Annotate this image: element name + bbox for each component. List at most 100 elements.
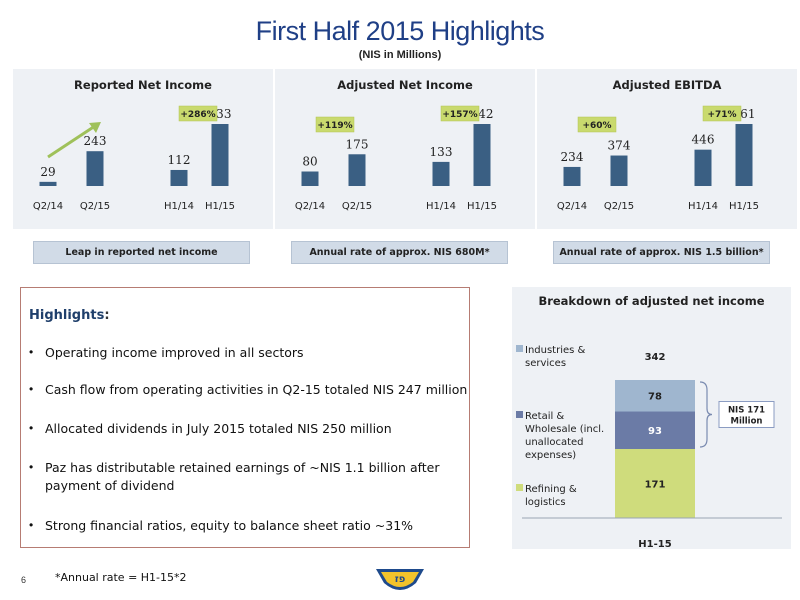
growth-badge [315,116,355,133]
bullet-icon: • [29,345,34,359]
segment-value: 171 [645,480,666,491]
data-label: 234 [561,150,584,164]
highlights-title: Highlights: [29,308,110,323]
legend-label: Industries & services [525,345,586,369]
logo-inner-shield [381,572,419,587]
data-label: 175 [346,137,369,151]
annotation-box [718,401,775,428]
highlight-item: Operating income improved in all sectors [45,345,304,360]
bar-h1-15 [735,124,753,186]
data-label: 112 [168,153,191,167]
legend-label-line: unallocated [525,437,584,448]
adjusted-net-income-chart: 80Q2/14175Q2/15133H1/14342H1/15+119%+157… [295,105,497,212]
highlight-item: Strong financial ratios, equity to balan… [45,518,414,533]
growth-badge-label: +119% [317,121,352,131]
growth-badge [702,105,742,122]
bullet-icon: • [29,518,34,532]
data-label: 133 [430,145,453,159]
legend-swatch [516,411,523,418]
legend-swatch [516,345,523,352]
stack-segment [615,380,695,412]
growth-badge-label: +60% [582,121,611,131]
caption-ebitda: Annual rate of approx. NIS 1.5 billion* [553,241,770,264]
bar-q2-14 [563,166,581,186]
bar-h1-14 [170,169,188,186]
growth-badge [440,105,480,122]
data-label: 374 [608,139,631,153]
growth-badge [577,116,617,133]
data-label: 243 [84,134,107,148]
logo-text: פז [395,574,406,585]
growth-badge-label: +71% [707,110,736,120]
category-label: Q2/14 [557,201,587,212]
legend-label-line: services [525,358,566,369]
category-label: H1/14 [688,201,718,212]
growth-badge-label: +157% [442,110,477,120]
data-label: 29 [40,165,55,179]
growth-badge-label: +286% [180,110,215,120]
category-label: H1/15 [467,201,497,212]
reported-net-income-panel: Reported Net Income 29 Q2/14 243 Q2/15 112 H1… [13,69,273,229]
category-label: H1/15 [729,201,759,212]
breakdown-chart: 171 93 78 342 H1-15 Industries & services Retai… [516,345,782,549]
legend-swatch [516,484,523,491]
bar-q2-14 [39,181,57,186]
breakdown-panel: Breakdown of adjusted net income 171 93 78… [512,287,791,549]
annotation-line-1: NIS 171 [728,406,765,416]
page-number: 6 [21,575,27,585]
category-label: Q2/15 [604,201,634,212]
category-label: Q2/15 [80,201,110,212]
chart-title: Breakdown of adjusted net income [538,294,765,308]
legend-label-line: logistics [525,497,566,508]
segment-value: 78 [648,392,662,403]
caption-reported: Leap in reported net income [33,241,250,264]
bar-q2-15 [86,151,104,186]
category-label: Q2/14 [295,201,325,212]
growth-arrow [47,124,96,159]
category-label: Q2/15 [342,201,372,212]
legend-label: Retail & Wholesale (incl. unallocated expen… [525,411,604,461]
highlight-item: Allocated dividends in July 2015 totaled… [45,421,392,436]
adjusted-ebitda-panel: Adjusted EBITDA 234 Q2/14 374 Q2/15 446 H1/14… [537,69,797,229]
legend-label-line: Wholesale (incl. [525,424,604,435]
highlight-item: Cash flow from operating activities in Q… [45,382,468,397]
bullet-icon: • [29,460,34,474]
slide-title: First Half 2015 Highlights [255,16,545,46]
data-label: 80 [302,154,317,168]
legend-label-line: Refining & [525,484,577,495]
highlights-title-colon: : [104,308,110,323]
category-label: H1/14 [426,201,456,212]
bar-q2-15 [610,155,628,186]
chart-title: Adjusted Net Income [337,78,473,92]
highlight-item: Paz has distributable retained earnings … [45,460,440,493]
bullet-icon: • [29,421,34,435]
caption-adjusted-net: Annual rate of approx. NIS 680M* [291,241,508,264]
annotation-line-2: Million [730,417,762,427]
bar-q2-14 [301,171,319,186]
legend-label-line: Industries & [525,345,586,356]
stack-total: 342 [645,352,666,363]
legend-label-line: expenses) [525,450,576,461]
adjusted-net-income-panel: Adjusted Net Income 80 Q2/14 175 Q2/15 133 H1… [275,69,535,229]
highlights-box: Highlights: • Operating income improved … [20,287,470,548]
bracket [699,381,713,448]
legend-label-line: Retail & [525,411,564,422]
chart-title: Reported Net Income [74,78,212,92]
growth-badge [178,105,218,122]
legend-label: Refining & logistics [525,484,577,508]
stack-segment [615,411,695,449]
paz-logo-icon: פז [376,569,424,590]
growth-arrow-head [89,122,101,133]
bar-h1-14 [694,149,712,186]
slide-subtitle: (NIS in Millions) [358,49,442,61]
stack-segment [615,449,695,518]
category-label: H1/14 [164,201,194,212]
data-label: 446 [692,133,715,147]
bar-q2-15 [348,154,366,186]
bar-h1-15 [211,124,229,186]
category-label: H1-15 [638,539,671,549]
chart-title: Adjusted EBITDA [612,78,722,92]
footnote: *Annual rate = H1-15*2 [55,571,187,584]
